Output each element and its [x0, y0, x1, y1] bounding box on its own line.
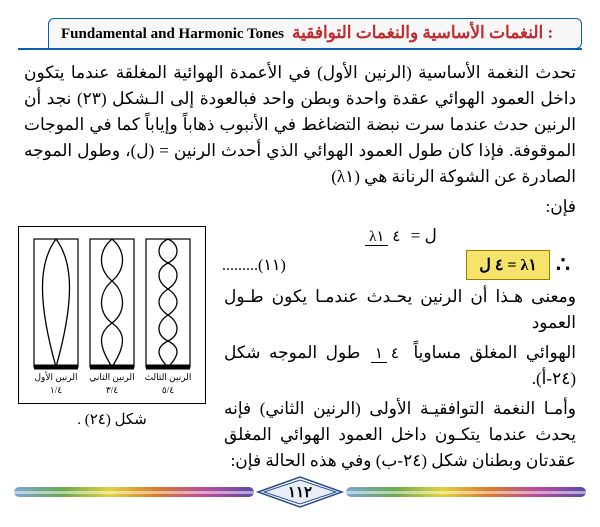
equation-2-ref: (١١)......... — [222, 255, 286, 275]
title-ar: النغمات الأساسية والنغمات التوافقية : — [292, 23, 553, 42]
eq1-fraction: λ١٤ — [365, 230, 404, 245]
paragraph-1: تحدث النغمة الأساسية (الرنين الأول) في ا… — [24, 60, 576, 190]
svg-text:٣/٤: ٣/٤ — [106, 385, 118, 395]
equation-1: ل = λ١٤ — [218, 226, 582, 246]
page-footer: ١١٢ — [0, 471, 600, 517]
svg-text:١/٤: ١/٤ — [50, 385, 62, 395]
p2b-fraction: ١٤ — [371, 347, 403, 362]
section-title: Fundamental and Harmonic Tones النغمات ا… — [18, 18, 582, 50]
eq1-lhs: ل = — [411, 226, 437, 245]
figure-caption: شكل (٢٤) . — [18, 410, 206, 429]
equation-2-box: λ١ = ٤ ل — [466, 250, 550, 280]
svg-text:٥/٤: ٥/٤ — [162, 385, 174, 395]
p2b-pre: الهوائي المغلق مساوياً — [405, 343, 576, 362]
standing-wave-diagram: الرنين الأول الرنين الثاني الرنين الثالث… — [26, 233, 198, 401]
figure-24: الرنين الأول الرنين الثاني الرنين الثالث… — [18, 226, 206, 429]
page-number: ١١٢ — [288, 485, 312, 501]
paragraph-2b: الهوائي المغلق مساوياً ١٤ طول الموجه شكل… — [224, 340, 576, 392]
therefore-symbol: ∴ — [556, 252, 570, 278]
fig-label-1: الرنين الأول — [34, 371, 77, 383]
paragraph-3: وأمـا النغمة التوافقيـة الأولى (الرنين ا… — [224, 396, 576, 474]
equation-2-row: ∴ λ١ = ٤ ل (١١)......... — [218, 250, 576, 280]
title-en: Fundamental and Harmonic Tones — [61, 26, 284, 42]
paragraph-2a: ومعنى هـذا أن الرنين يحـدث عندمـا يكون ط… — [224, 284, 576, 336]
fig-label-2: الرنين الثاني — [89, 372, 134, 383]
fig-label-3: الرنين الثالث — [145, 372, 192, 383]
paragraph-1-end: فإن: — [24, 194, 576, 220]
